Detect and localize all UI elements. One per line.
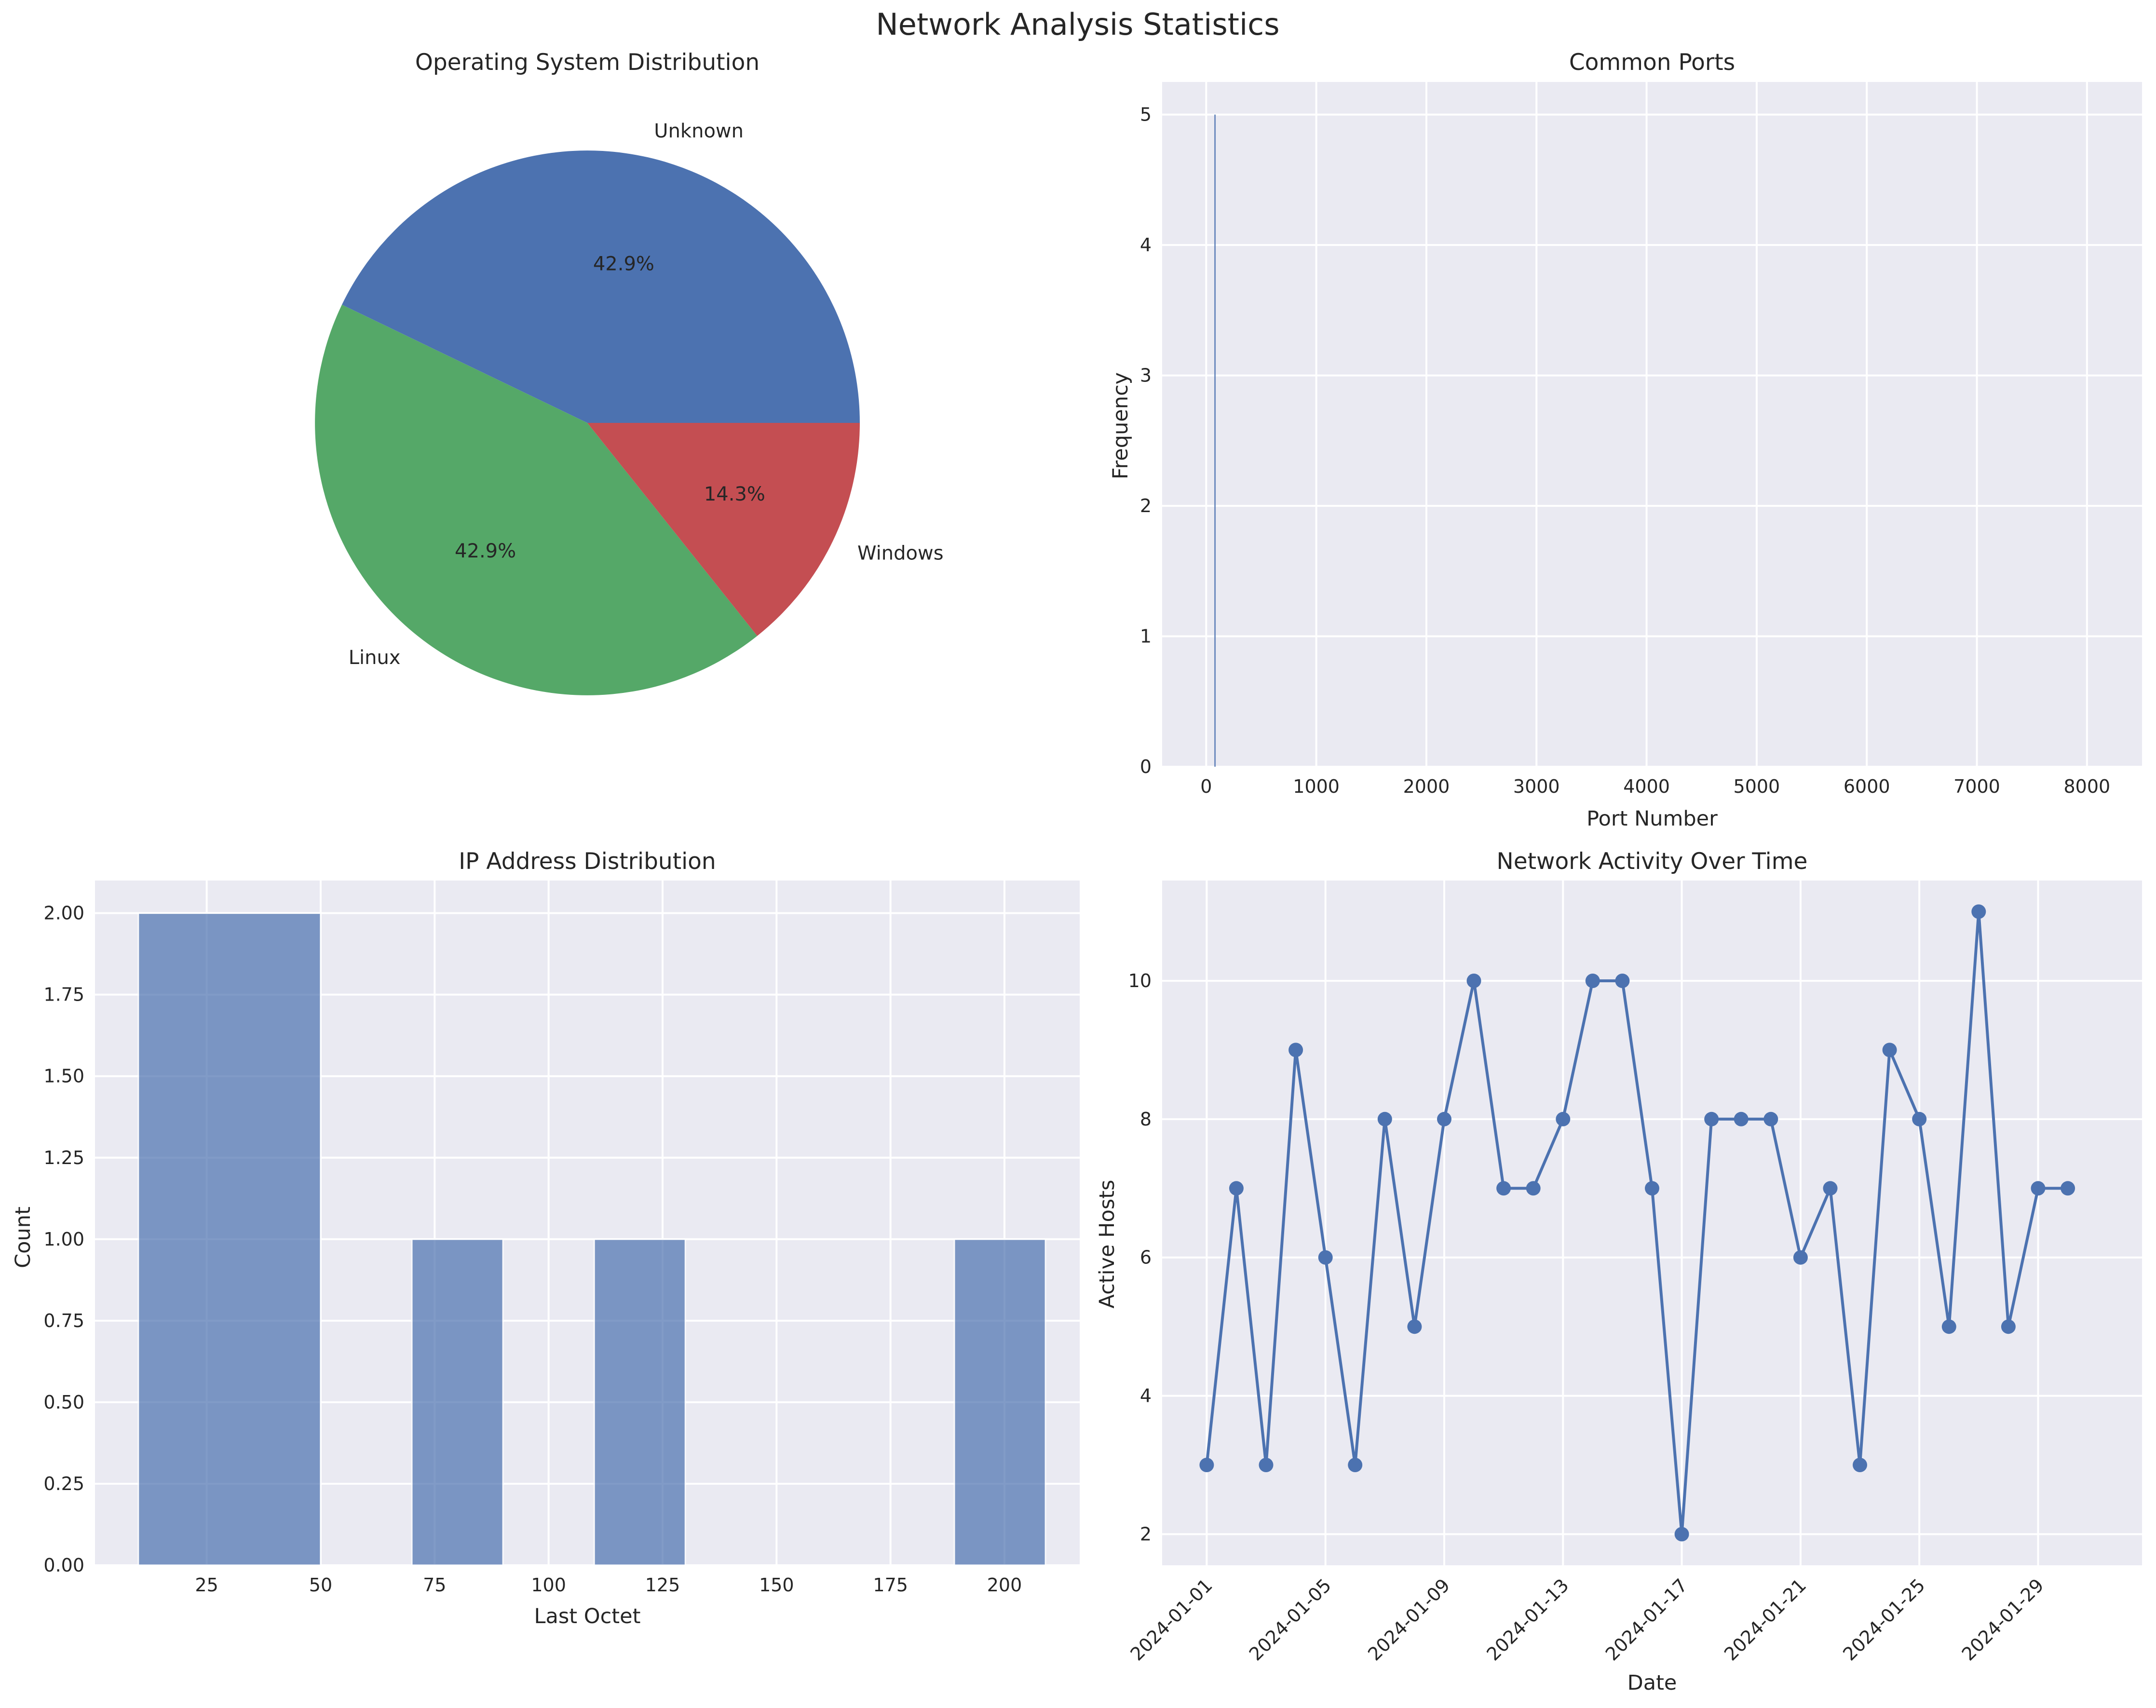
- ip-x-tick-label: 150: [759, 1574, 794, 1596]
- ip-x-tick-label: 100: [531, 1574, 566, 1596]
- pie-percent-unknown: 42.9%: [593, 253, 654, 275]
- activity-point: [1645, 1181, 1659, 1196]
- ports-x-tick-label: 4000: [1623, 776, 1670, 797]
- activity-chart-title: Network Activity Over Time: [1497, 848, 1808, 875]
- ports-y-tick-label: 1: [1140, 626, 1152, 647]
- ip-histogram-bar: [593, 1238, 686, 1566]
- ports-x-tick-label: 1000: [1293, 776, 1340, 797]
- ip-x-tick-label: 25: [195, 1574, 218, 1596]
- activity-point: [1615, 974, 1630, 988]
- activity-point: [1229, 1181, 1244, 1196]
- ports-x-tick-label: 5000: [1734, 776, 1780, 797]
- activity-point: [2031, 1181, 2046, 1196]
- activity-point: [1882, 1043, 1897, 1057]
- ports-y-tick-label: 3: [1140, 365, 1152, 386]
- activity-point: [1288, 1043, 1303, 1057]
- activity-point: [1526, 1181, 1541, 1196]
- activity-point: [1318, 1250, 1333, 1265]
- activity-y-tick-label: 10: [1128, 970, 1152, 991]
- activity-point: [1556, 1112, 1571, 1126]
- activity-point: [2061, 1181, 2075, 1196]
- ip-histogram-bar: [411, 1238, 504, 1566]
- activity-point: [1793, 1250, 1808, 1265]
- ports-y-tick-label: 5: [1140, 104, 1152, 125]
- ip-y-tick-label: 0.25: [43, 1473, 84, 1494]
- activity-line: [1205, 910, 2068, 1536]
- activity-point: [1259, 1458, 1274, 1472]
- ports-y-tick-label: 2: [1140, 495, 1152, 516]
- ports-chart-title: Common Ports: [1569, 49, 1735, 76]
- common-ports-panel: Common Ports 0 1000 2000 3000 4000 5000 6000 70…: [1109, 49, 2142, 831]
- ip-x-axis-label: Last Octet: [534, 1604, 641, 1628]
- ip-y-axis-label: Count: [11, 1206, 35, 1268]
- ports-x-tick-label: 3000: [1513, 776, 1560, 797]
- pie-slice-linux: [315, 304, 758, 695]
- activity-point: [1407, 1319, 1422, 1334]
- pie-percent-linux: 42.9%: [455, 540, 516, 562]
- ip-y-tick-label: 1.75: [43, 984, 84, 1005]
- ports-x-tick-label: 7000: [1953, 776, 2000, 797]
- activity-point: [1763, 1112, 1778, 1126]
- pie-slice-windows: [587, 423, 860, 636]
- activity-x-axis-label: Date: [1627, 1671, 1677, 1695]
- ip-y-tick-label: 1.50: [43, 1066, 84, 1087]
- activity-y-tick-label: 2: [1140, 1523, 1152, 1545]
- ip-x-tick-label: 75: [423, 1574, 446, 1596]
- ip-y-tick-label: 1.25: [43, 1147, 84, 1168]
- activity-point: [1377, 1112, 1392, 1126]
- activity-point: [1912, 1112, 1927, 1126]
- activity-point: [1199, 1458, 1214, 1472]
- ports-y-tick-label: 0: [1140, 756, 1152, 777]
- ports-y-tick-label: 4: [1140, 234, 1152, 256]
- activity-point: [1971, 904, 1986, 919]
- activity-point: [2001, 1319, 2016, 1334]
- activity-point: [1853, 1458, 1867, 1472]
- activity-plot-area: [1162, 881, 2142, 1565]
- ports-x-tick-label: 2000: [1403, 776, 1450, 797]
- os-pie-title: Operating System Distribution: [415, 49, 759, 76]
- ports-x-tick-label: 6000: [1844, 776, 1890, 797]
- ip-histogram-bar: [137, 912, 322, 1566]
- pie-slice-unknown: [342, 150, 860, 423]
- pie-label-linux: Linux: [349, 647, 401, 669]
- ports-x-tick-label: 8000: [2063, 776, 2110, 797]
- activity-point: [1734, 1112, 1749, 1126]
- ip-x-tick-label: 200: [987, 1574, 1022, 1596]
- activity-point: [1704, 1112, 1719, 1126]
- ports-y-axis-label: Frequency: [1109, 372, 1133, 479]
- activity-y-tick-label: 8: [1140, 1109, 1152, 1130]
- ip-chart-title: IP Address Distribution: [459, 848, 716, 875]
- activity-point: [1348, 1458, 1363, 1472]
- activity-point: [1496, 1181, 1511, 1196]
- pie-percent-windows: 14.3%: [704, 483, 765, 505]
- ip-distribution-panel: IP Address Distribution 25 50 75 100 125 150 1…: [11, 848, 1080, 1628]
- activity-point: [1823, 1181, 1838, 1196]
- ip-x-tick-label: 125: [645, 1574, 680, 1596]
- ip-y-tick-label: 0.00: [43, 1555, 84, 1576]
- ports-x-axis-label: Port Number: [1586, 807, 1718, 831]
- activity-point: [1466, 974, 1481, 988]
- pie-label-unknown: Unknown: [654, 120, 744, 142]
- ip-x-tick-label: 175: [873, 1574, 908, 1596]
- ip-histogram-bar: [953, 1238, 1046, 1566]
- ip-y-tick-label: 0.50: [43, 1392, 84, 1413]
- activity-point: [1674, 1527, 1689, 1542]
- pie-label-windows: Windows: [857, 542, 944, 565]
- port-bar: [1214, 114, 1216, 767]
- ip-x-tick-label: 50: [309, 1574, 332, 1596]
- activity-y-axis-label: Active Hosts: [1095, 1180, 1119, 1309]
- activity-point: [1585, 974, 1600, 988]
- ip-y-tick-label: 2.00: [43, 903, 84, 924]
- os-distribution-panel: Operating System Distribution Unknown 42.…: [315, 49, 944, 695]
- ports-x-tick-label: 0: [1200, 776, 1212, 797]
- activity-point: [1437, 1112, 1451, 1126]
- figure-title: Network Analysis Statistics: [876, 7, 1279, 42]
- ip-y-tick-label: 0.75: [43, 1310, 84, 1331]
- activity-y-tick-label: 4: [1140, 1385, 1152, 1407]
- activity-point: [1941, 1319, 1956, 1334]
- ip-y-tick-label: 1.00: [43, 1229, 84, 1250]
- ports-plot-area: [1162, 82, 2142, 767]
- activity-y-tick-label: 6: [1140, 1247, 1152, 1268]
